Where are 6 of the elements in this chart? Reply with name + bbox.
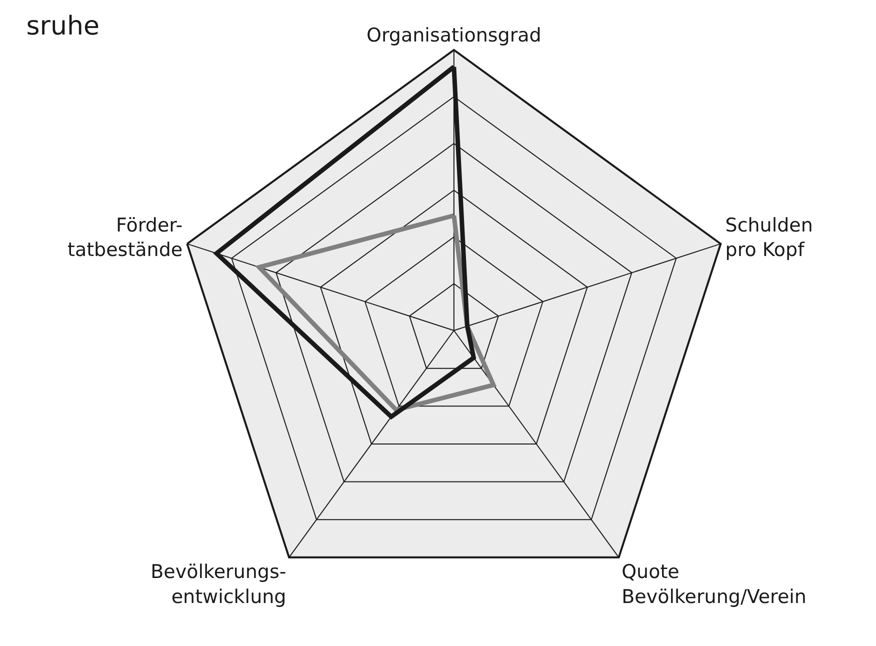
spoke-label: Förder- tatbestände bbox=[68, 214, 183, 262]
spoke-label: Organisationsgrad bbox=[366, 24, 542, 46]
spoke-label: Schulden pro Kopf bbox=[725, 214, 813, 262]
spoke-label: Bevölkerungs- entwicklung bbox=[150, 561, 286, 608]
spoke-label: Quote Bevölkerung/Verein bbox=[622, 561, 806, 608]
chart-title: sruhe bbox=[26, 11, 100, 42]
